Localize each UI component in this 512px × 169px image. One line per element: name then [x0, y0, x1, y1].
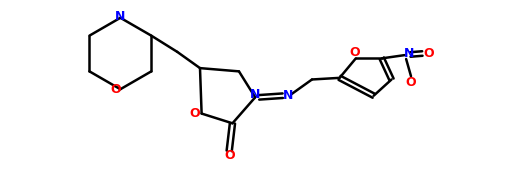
Text: N: N	[250, 88, 261, 101]
Text: O: O	[224, 149, 234, 162]
Text: N: N	[115, 10, 125, 23]
Text: N: N	[283, 89, 293, 102]
Text: O: O	[406, 76, 416, 89]
Text: O: O	[349, 46, 359, 59]
Text: O: O	[190, 107, 200, 120]
Text: N: N	[404, 47, 415, 60]
Text: O: O	[423, 47, 434, 60]
Text: O: O	[110, 83, 121, 96]
